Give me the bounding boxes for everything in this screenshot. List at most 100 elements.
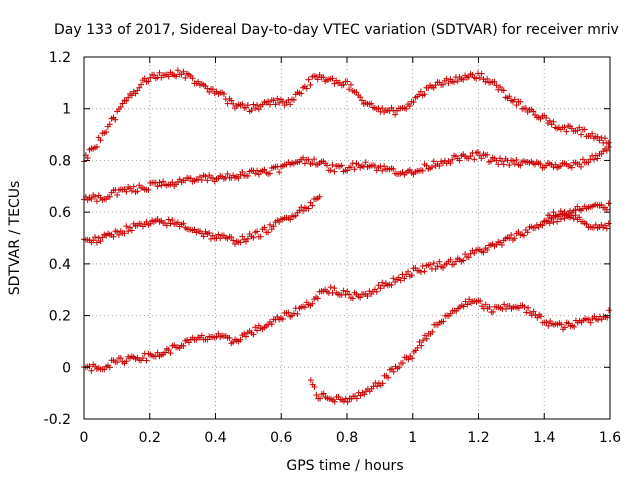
data-point (99, 234, 106, 241)
data-point (583, 221, 590, 228)
data-point (396, 364, 403, 371)
data-point (237, 336, 244, 343)
series-track-tail (541, 208, 612, 232)
data-point (204, 85, 211, 92)
data-point (543, 114, 550, 121)
data-point (316, 193, 323, 200)
data-point (546, 220, 553, 227)
data-point (103, 128, 110, 135)
data-point (204, 177, 211, 184)
data-point (561, 209, 568, 216)
data-point (141, 75, 148, 82)
data-point (340, 81, 347, 88)
data-point (180, 68, 187, 75)
data-point (145, 187, 152, 194)
data-point (311, 156, 318, 163)
data-point (397, 277, 404, 284)
data-point (592, 221, 599, 228)
data-point (392, 111, 399, 118)
data-point (409, 355, 416, 362)
data-point (466, 296, 473, 303)
data-point (331, 80, 338, 87)
data-point (86, 363, 93, 370)
data-point (169, 217, 176, 224)
data-point (603, 147, 610, 154)
data-point (305, 205, 312, 212)
data-point (421, 268, 428, 275)
y-axis-label: SDTVAR / TECUs (7, 181, 23, 296)
data-point (196, 173, 203, 180)
data-point (498, 241, 505, 248)
data-point (346, 291, 353, 298)
data-point (156, 69, 163, 76)
data-point (524, 229, 531, 236)
data-point (561, 124, 568, 131)
data-point (484, 75, 491, 82)
data-point (244, 102, 251, 109)
data-point (165, 216, 172, 223)
data-point (545, 322, 552, 329)
data-point (220, 90, 227, 97)
data-point (548, 215, 555, 222)
data-point (189, 75, 196, 82)
data-point (429, 328, 436, 335)
data-point (451, 79, 458, 86)
data-point (169, 179, 176, 186)
data-point (454, 78, 461, 85)
data-point (274, 95, 281, 102)
data-point (239, 100, 246, 107)
data-point (408, 271, 415, 278)
data-point (160, 178, 167, 185)
data-point (285, 309, 292, 316)
data-point (501, 301, 508, 308)
data-point (311, 384, 318, 391)
data-point (226, 334, 233, 341)
data-point (576, 124, 583, 131)
data-point (123, 188, 130, 195)
data-point (557, 216, 564, 223)
data-point (605, 220, 612, 227)
data-point (436, 163, 443, 170)
data-point (497, 83, 504, 90)
data-point (228, 234, 235, 241)
data-point (555, 213, 562, 220)
data-point (511, 235, 518, 242)
data-point (585, 159, 592, 166)
data-point (331, 398, 338, 405)
data-point (513, 157, 520, 164)
data-point (167, 350, 174, 357)
data-point (418, 342, 425, 349)
x-tick-label: 1.2 (467, 430, 489, 446)
data-point (338, 162, 345, 169)
data-point (511, 160, 518, 167)
data-point (202, 173, 209, 180)
data-point (114, 191, 121, 198)
data-point (327, 167, 334, 174)
data-point (93, 239, 100, 246)
data-point (254, 167, 261, 174)
data-point (307, 81, 314, 88)
data-point (487, 158, 494, 165)
data-point (162, 349, 169, 356)
data-point (477, 297, 484, 304)
data-point (373, 288, 380, 295)
data-point (511, 96, 518, 103)
data-point (290, 96, 297, 103)
data-point (125, 94, 132, 101)
data-point (445, 80, 452, 87)
y-tick-label: -0.2 (44, 412, 71, 428)
data-point (606, 307, 613, 314)
data-point (112, 116, 119, 123)
data-point (301, 160, 308, 167)
data-point (235, 175, 242, 182)
data-point (417, 268, 424, 275)
data-point (443, 75, 450, 82)
data-point (467, 153, 474, 160)
data-point (523, 309, 530, 316)
data-point (543, 319, 550, 326)
data-point (427, 261, 434, 268)
data-point (525, 304, 532, 311)
data-point (543, 217, 550, 224)
data-point (121, 230, 128, 237)
data-point (97, 238, 104, 245)
